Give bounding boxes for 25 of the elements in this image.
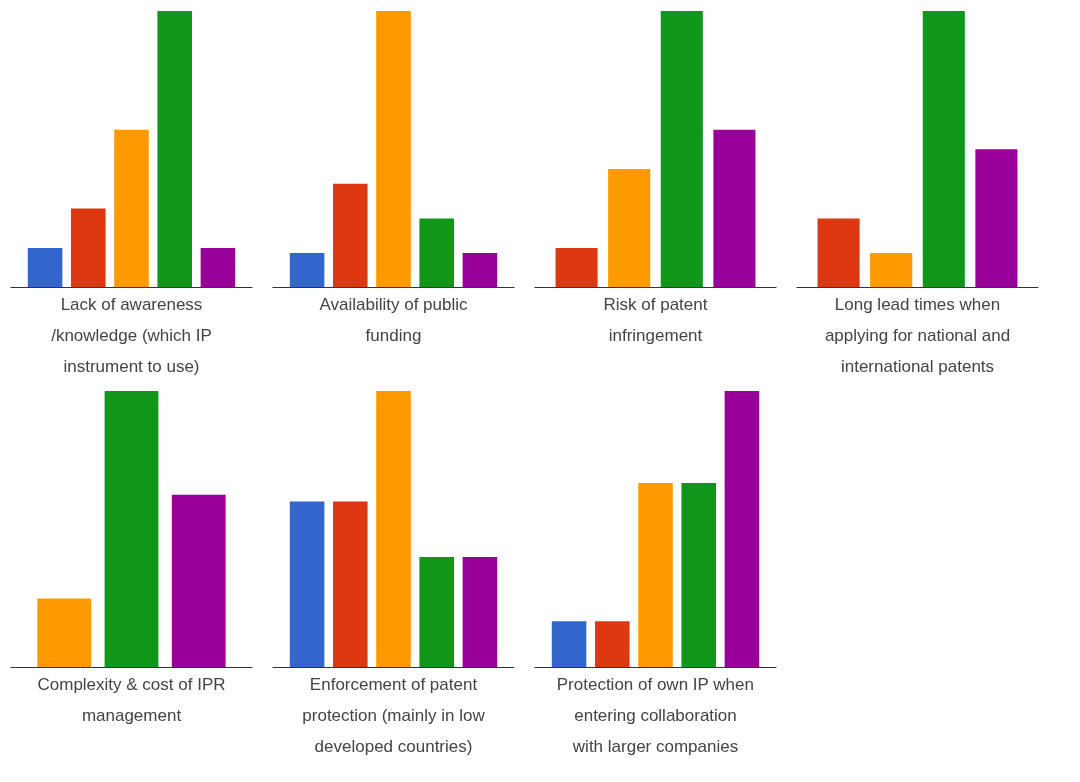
bar	[817, 218, 860, 288]
bar	[975, 149, 1018, 288]
text: Lack of awareness /knowledge (which IP instrument to use)	[51, 294, 212, 376]
bar	[555, 247, 598, 288]
text: Risk of patent infringement	[603, 294, 708, 345]
bar	[114, 129, 149, 288]
bar	[376, 11, 411, 288]
bar	[419, 218, 454, 288]
text: Complexity & cost of IPR management	[37, 674, 226, 725]
bar	[200, 247, 236, 288]
bar	[71, 208, 106, 288]
bar	[462, 252, 498, 288]
bar	[922, 11, 965, 288]
text: Long lead times when applying for national and international patents	[824, 294, 1011, 376]
bar	[27, 247, 63, 288]
bar	[660, 11, 703, 288]
bar	[289, 252, 325, 288]
bar	[157, 11, 192, 288]
bar	[870, 252, 913, 288]
text: Protection of own IP when entering collaboration with larger companies	[556, 674, 754, 756]
bar	[333, 183, 368, 288]
text: Availability of public funding	[319, 294, 469, 345]
bar	[713, 129, 756, 288]
text: Enforcement of patent protection (mainly in low developed countries)	[302, 674, 486, 756]
bar	[608, 168, 651, 288]
